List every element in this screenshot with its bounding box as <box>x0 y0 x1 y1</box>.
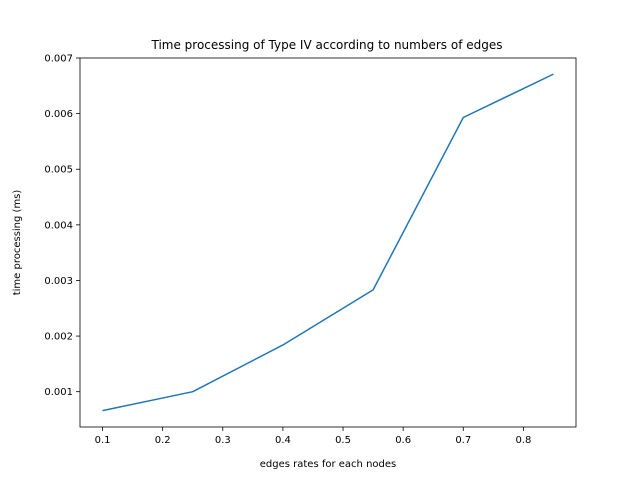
y-tick-label: 0.001 <box>44 387 73 398</box>
series-layer <box>102 73 554 412</box>
chart-title: Time processing of Type IV according to … <box>151 38 503 52</box>
x-tick-label: 0.2 <box>155 435 171 446</box>
y-tick-label: 0.006 <box>44 109 73 120</box>
series-line <box>102 73 554 412</box>
y-tick-label: 0.002 <box>44 332 73 343</box>
x-tick-label: 0.1 <box>95 435 111 446</box>
x-tick-label: 0.7 <box>455 435 471 446</box>
x-tick-label: 0.4 <box>275 435 291 446</box>
x-tick-label: 0.6 <box>395 435 411 446</box>
y-tick-label: 0.005 <box>44 165 73 176</box>
y-tick-label: 0.007 <box>44 54 73 65</box>
y-tick-label: 0.004 <box>44 220 73 231</box>
y-tick-label: 0.003 <box>44 276 73 287</box>
x-axis: 0.1 0.2 0.3 0.4 0.5 0.6 0.7 0.8 <box>95 427 531 446</box>
plot-area <box>79 57 577 428</box>
x-tick-label: 0.8 <box>515 435 531 446</box>
y-axis: 0.001 0.002 0.003 0.004 0.005 0.006 0.007 <box>44 54 80 398</box>
x-axis-label: edges rates for each nodes <box>260 459 396 470</box>
y-axis-label: time processing (ms) <box>12 190 23 296</box>
x-tick-label: 0.5 <box>335 435 351 446</box>
x-tick-label: 0.3 <box>215 435 231 446</box>
